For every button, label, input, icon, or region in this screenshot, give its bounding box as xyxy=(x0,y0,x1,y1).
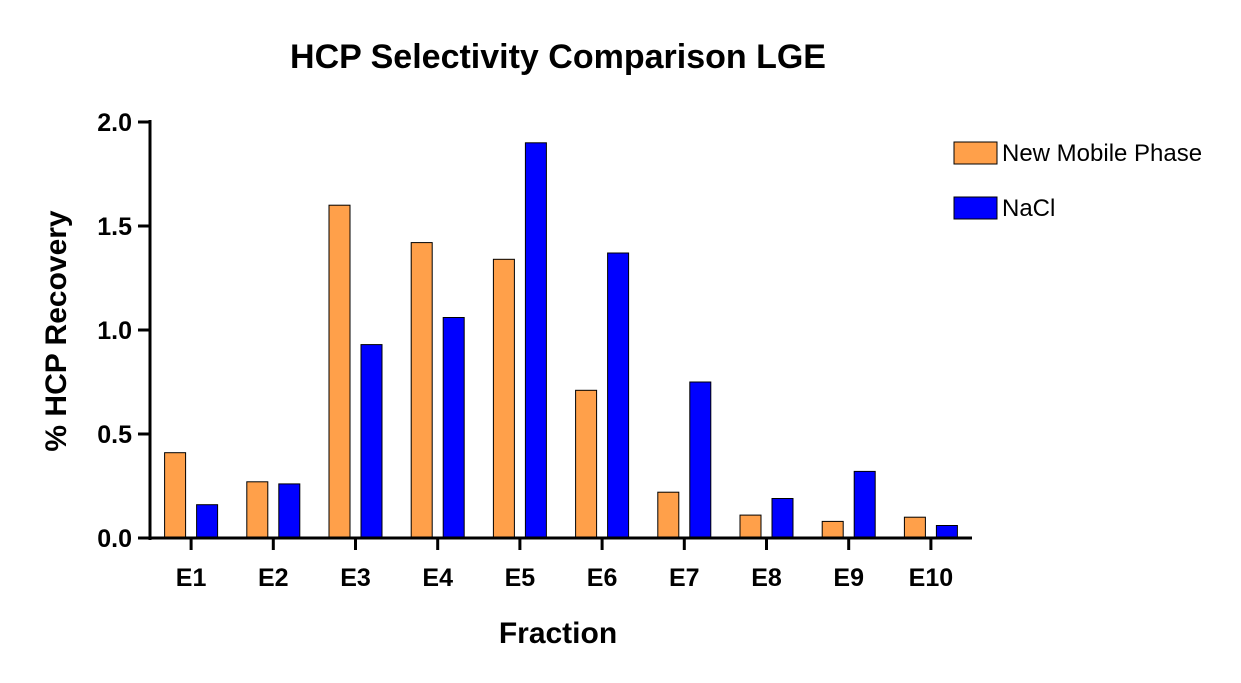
x-tick-label-e4: E4 xyxy=(422,564,453,592)
legend-swatch-nacl xyxy=(953,196,998,220)
x-tick-label-e6: E6 xyxy=(587,564,618,592)
bar-new-mobile-phase-e9 xyxy=(821,520,844,539)
legend-label-nacl: NaCl xyxy=(1002,195,1055,222)
x-axis: E1 E2 E3 E4 E5 E6 E7 E8 E9 E10 xyxy=(148,536,972,592)
chart-title: HCP Selectivity Comparison LGE xyxy=(290,38,826,76)
legend-swatch-new-mobile-phase xyxy=(953,141,998,165)
bar-nacl-e2 xyxy=(278,483,301,539)
bar-new-mobile-phase-e5 xyxy=(492,258,515,539)
x-tick-label-e5: E5 xyxy=(505,564,536,592)
bar-nacl-e7 xyxy=(689,381,712,539)
legend: New Mobile Phase NaCl xyxy=(953,140,1202,222)
bar-nacl-e6 xyxy=(607,252,630,539)
bar-nacl-e5 xyxy=(524,142,547,539)
x-tick-label-e1: E1 xyxy=(176,564,207,592)
bar-nacl-e8 xyxy=(771,498,794,539)
y-tick-label: 2.0 xyxy=(97,109,132,137)
bar-new-mobile-phase-e6 xyxy=(575,389,598,539)
bar-nacl-e3 xyxy=(360,344,383,539)
bar-new-mobile-phase-e4 xyxy=(410,242,433,539)
bar-nacl-e9 xyxy=(853,470,876,539)
x-tick-label-e3: E3 xyxy=(340,564,371,592)
bar-new-mobile-phase-e7 xyxy=(657,491,680,539)
bar-nacl-e10 xyxy=(935,525,958,539)
bar-new-mobile-phase-e1 xyxy=(164,452,187,539)
bars-group xyxy=(164,142,958,539)
bar-new-mobile-phase-e8 xyxy=(739,514,762,539)
x-tick-label-e8: E8 xyxy=(751,564,782,592)
y-tick-label: 0.5 xyxy=(97,421,132,449)
bar-nacl-e4 xyxy=(442,317,465,539)
y-tick-label: 1.0 xyxy=(97,317,132,345)
x-axis-label: Fraction xyxy=(499,617,617,650)
y-tick-label: 0.0 xyxy=(97,525,132,553)
y-axis-label: % HCP Recovery xyxy=(40,210,73,452)
x-tick-label-e2: E2 xyxy=(258,564,289,592)
y-axis: 0.0 0.5 1.0 1.5 2.0 xyxy=(97,109,152,553)
legend-label-new-mobile-phase: New Mobile Phase xyxy=(1002,140,1202,167)
x-tick-label-e10: E10 xyxy=(909,564,953,592)
bar-new-mobile-phase-e3 xyxy=(328,204,351,539)
bar-nacl-e1 xyxy=(196,504,219,539)
y-tick-label: 1.5 xyxy=(97,213,132,241)
bar-new-mobile-phase-e10 xyxy=(903,516,926,539)
bar-new-mobile-phase-e2 xyxy=(246,481,269,539)
x-tick-label-e7: E7 xyxy=(669,564,700,592)
x-tick-label-e9: E9 xyxy=(833,564,864,592)
